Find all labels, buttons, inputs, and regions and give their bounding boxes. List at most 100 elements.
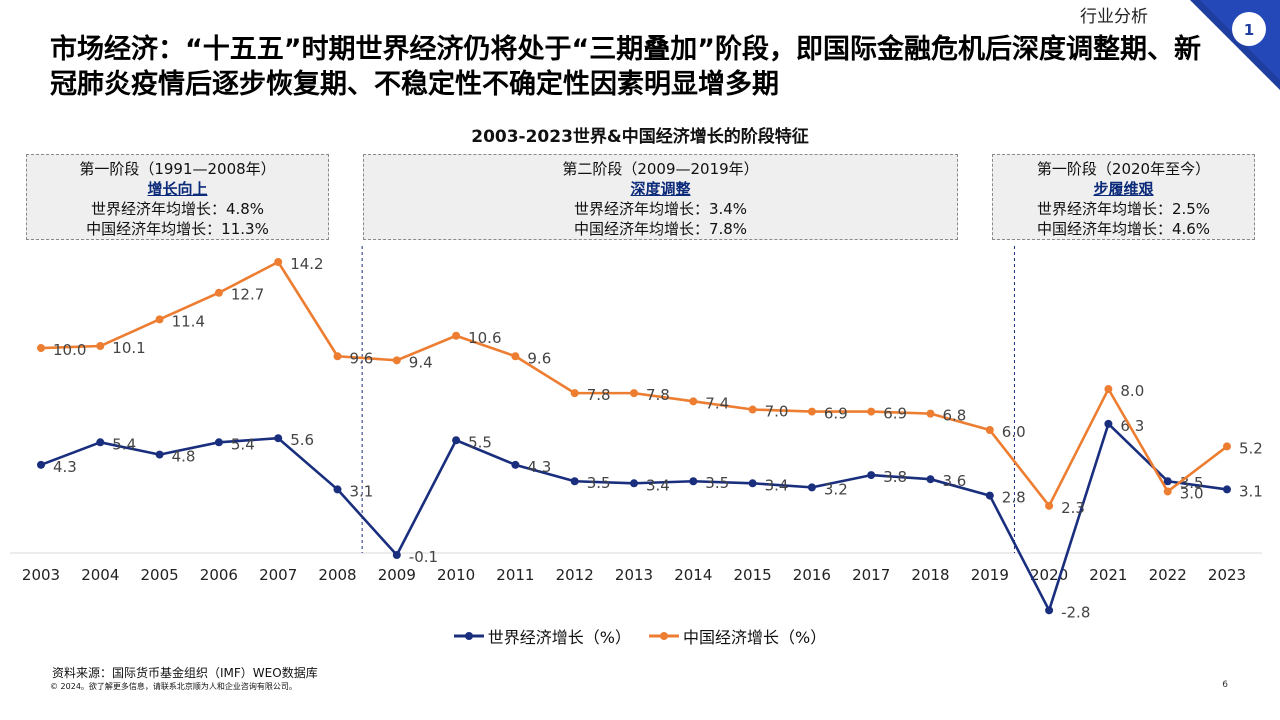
data-label-china: 6.0 <box>1002 423 1026 441</box>
data-label-world: 3.1 <box>350 482 374 500</box>
category-label: 行业分析 <box>1080 7 1148 27</box>
x-tick-label: 2023 <box>1208 566 1246 584</box>
data-point-world <box>570 477 579 486</box>
phase-china-growth: 中国经济年均增长：11.3% <box>86 220 269 238</box>
data-point-china <box>333 352 342 361</box>
data-point-china <box>867 407 876 416</box>
data-point-china <box>1223 442 1231 451</box>
data-label-world: 4.3 <box>53 458 77 476</box>
data-label-china: 6.8 <box>943 407 967 425</box>
data-label-world: 5.6 <box>290 431 314 449</box>
data-point-china <box>985 426 994 435</box>
data-label-world: 3.4 <box>765 476 789 494</box>
x-tick-label: 2016 <box>793 566 831 584</box>
data-label-china: 7.8 <box>587 386 611 404</box>
data-label-china: 11.4 <box>172 312 205 330</box>
x-tick-label: 2014 <box>674 566 712 584</box>
x-tick-label: 2013 <box>615 566 653 584</box>
data-point-china <box>96 342 105 351</box>
data-label-china: 10.0 <box>53 341 86 359</box>
series-line-china <box>40 260 1228 508</box>
x-tick-label: 2005 <box>141 566 179 584</box>
data-label-china: 12.7 <box>231 286 264 304</box>
data-label-china: 7.4 <box>705 394 729 412</box>
data-label-world: 3.5 <box>705 474 729 492</box>
data-label-world: -0.1 <box>409 548 438 566</box>
x-tick-label: 2006 <box>200 566 238 584</box>
phase-world-growth: 世界经济年均增长：4.8% <box>90 200 265 218</box>
data-point-china <box>689 397 698 406</box>
data-point-world <box>1223 485 1231 494</box>
data-point-china <box>1045 501 1054 510</box>
data-point-china <box>392 356 401 365</box>
data-label-world: 3.6 <box>943 472 967 490</box>
data-label-world: 2.8 <box>1002 489 1026 507</box>
phase-heading: 第二阶段（2009—2019年） <box>562 160 759 178</box>
data-point-china <box>155 315 164 324</box>
badge-number: 1 <box>1244 21 1254 39</box>
data-point-china <box>1104 385 1113 394</box>
chart-title: 2003-2023世界&中国经济增长的阶段特征 <box>471 127 809 147</box>
page-title: 市场经济：“十五五”时期世界经济仍将处于“三期叠加”阶段，即国际金融危机后深度调… <box>50 34 1201 100</box>
data-label-world: 3.8 <box>883 468 907 486</box>
data-point-world <box>1163 477 1172 486</box>
data-label-world: 3.2 <box>824 480 848 498</box>
x-tick-label: 2011 <box>496 566 534 584</box>
data-point-world <box>1104 419 1113 428</box>
data-point-china <box>807 407 816 416</box>
data-label-world: 3.1 <box>1239 482 1263 500</box>
data-label-china: 14.2 <box>290 255 323 273</box>
data-label-world: 4.8 <box>172 448 196 466</box>
data-point-world <box>392 551 401 559</box>
phase-china-growth: 中国经济年均增长：4.6% <box>1036 220 1211 238</box>
data-point-china <box>926 409 935 418</box>
data-point-world <box>511 460 520 469</box>
x-tick-label: 2022 <box>1149 566 1187 584</box>
data-point-world <box>333 485 342 494</box>
data-label-china: 9.6 <box>527 349 551 367</box>
phase-china-growth: 中国经济年均增长：7.8% <box>573 220 748 238</box>
data-label-world: 4.3 <box>527 458 551 476</box>
data-point-china <box>452 331 461 340</box>
data-label-world: 5.4 <box>231 435 255 453</box>
x-tick-label: 2003 <box>22 566 60 584</box>
data-point-world <box>748 479 757 488</box>
x-tick-label: 2008 <box>318 566 356 584</box>
data-point-china <box>630 389 638 398</box>
data-point-china <box>748 405 757 414</box>
legend-china-label: 中国经济增长（%） <box>683 628 827 647</box>
x-tick-label: 2012 <box>556 566 594 584</box>
x-tick-label: 2019 <box>971 566 1009 584</box>
data-point-china <box>1163 487 1172 496</box>
corner-badge: 1 <box>1190 0 1280 90</box>
phase-name: 增长向上 <box>147 180 208 198</box>
data-label-china: 6.9 <box>824 405 848 423</box>
data-point-world <box>96 438 105 447</box>
legend-item-china: 中国经济增长（%） <box>649 624 826 648</box>
copyright-note: © 2024。欲了解更多信息，请联系北京顺为人和企业咨询有限公司。 <box>50 682 297 691</box>
data-point-world <box>689 477 698 486</box>
data-label-china: 8.0 <box>1120 382 1144 400</box>
data-label-world: 5.4 <box>112 435 136 453</box>
page-number: 6 <box>1222 680 1228 690</box>
legend-item-world: 世界经济增长（%） <box>453 624 631 648</box>
source-note: 资料来源：国际货币基金组织（IMF）WEO数据库 <box>52 666 318 680</box>
data-point-world <box>452 436 461 445</box>
data-point-world <box>926 475 935 484</box>
data-label-china: 10.1 <box>112 339 145 357</box>
x-tick-label: 2007 <box>259 566 297 584</box>
data-point-world <box>37 460 45 469</box>
data-label-china: 5.2 <box>1239 439 1263 457</box>
legend-china-marker-icon <box>649 632 679 640</box>
x-tick-label: 2017 <box>852 566 890 584</box>
data-point-world <box>985 491 994 500</box>
data-label-china: 2.3 <box>1061 499 1085 517</box>
legend-world-marker-icon <box>453 632 484 640</box>
x-tick-label: 2015 <box>734 566 772 584</box>
phase-box-1: 第一阶段（1991—2008年） 增长向上 世界经济年均增长：4.8% 中国经济… <box>26 154 329 240</box>
phase-world-growth: 世界经济年均增长：3.4% <box>573 200 748 218</box>
data-point-world <box>214 438 223 447</box>
data-label-china: 9.4 <box>409 353 433 371</box>
phase-box-3: 第一阶段（2020年至今） 步履维艰 世界经济年均增长：2.5% 中国经济年均增… <box>992 154 1255 240</box>
